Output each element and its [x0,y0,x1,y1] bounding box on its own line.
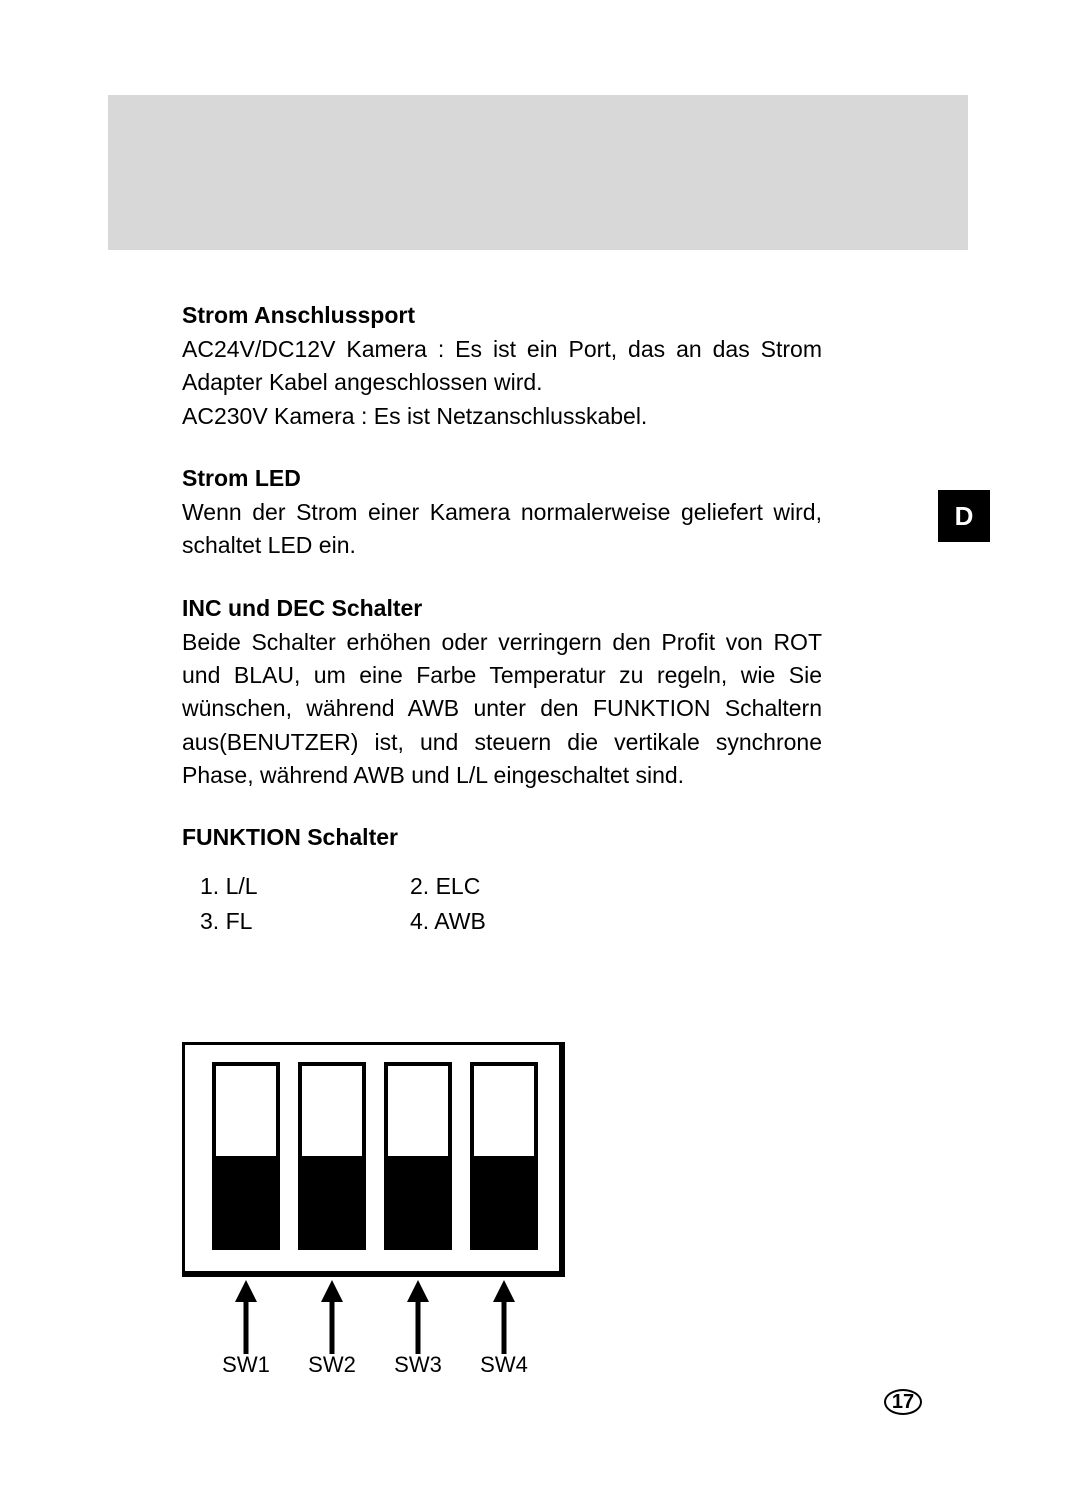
function-item: 4. AWB [410,904,486,939]
section-strom-led: Strom LED Wenn der Strom einer Kamera no… [182,465,822,563]
page-number: 17 [884,1389,922,1415]
heading: FUNKTION Schalter [182,824,822,851]
function-row: 3. FL 4. AWB [200,904,580,939]
header-bar [108,95,968,250]
page-number-value: 17 [884,1389,922,1415]
function-item: 1. L/L [200,869,410,904]
function-row: 1. L/L 2. ELC [200,869,580,904]
body-text: Wenn der Strom einer Kamera normalerweis… [182,496,822,563]
function-item: 3. FL [200,904,410,939]
body-text: Beide Schalter erhöhen oder verringern d… [182,626,822,793]
function-list: 1. L/L 2. ELC 3. FL 4. AWB [200,869,580,938]
section-inc-dec-schalter: INC und DEC Schalter Beide Schalter erhö… [182,595,822,793]
heading: Strom LED [182,465,822,492]
section-strom-anschlussport: Strom Anschlussport AC24V/DC12V Kamera :… [182,302,822,433]
language-badge: D [938,490,990,542]
switch-diagram-svg: SW1 SW2 SW3 SW4 [182,1042,582,1392]
body-text: AC230V Kamera : Es ist Netzanschlusskabe… [182,400,822,433]
switch-diagram: SW1 SW2 SW3 SW4 [182,1042,582,1397]
page-content: Strom Anschlussport AC24V/DC12V Kamera :… [182,302,822,970]
body-text: AC24V/DC12V Kamera : Es ist ein Port, da… [182,333,822,400]
svg-text:SW1: SW1 [222,1352,270,1377]
section-funktion-schalter: FUNKTION Schalter 1. L/L 2. ELC 3. FL 4.… [182,824,822,938]
svg-text:SW4: SW4 [480,1352,528,1377]
function-item: 2. ELC [410,869,480,904]
svg-text:SW3: SW3 [394,1352,442,1377]
svg-text:SW2: SW2 [308,1352,356,1377]
heading: Strom Anschlussport [182,302,822,329]
heading: INC und DEC Schalter [182,595,822,622]
